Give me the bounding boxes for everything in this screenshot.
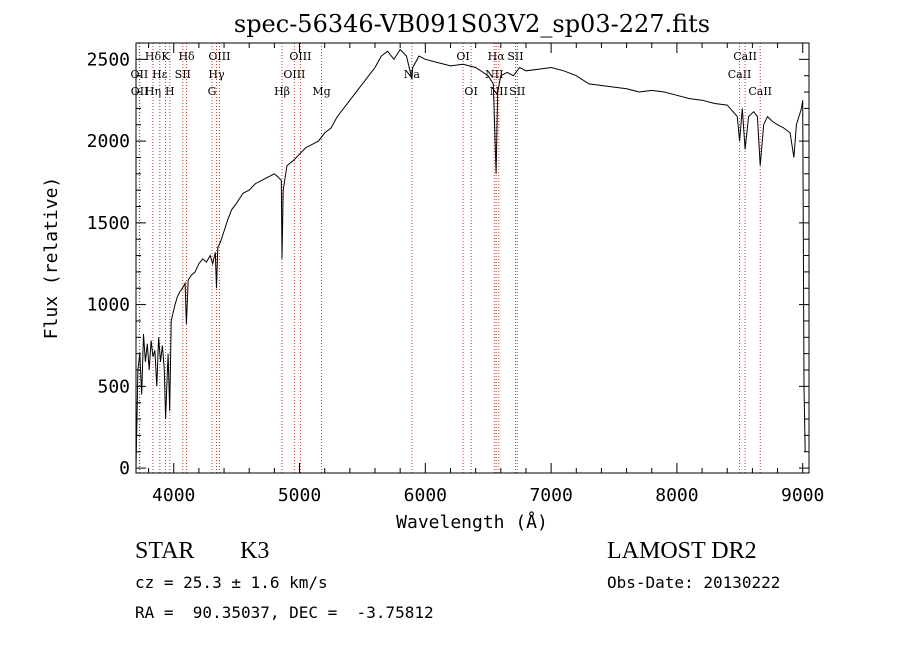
- line-label-6: H: [165, 85, 175, 98]
- y-tick-label: 500: [97, 376, 130, 397]
- x-tick-label: 9000: [781, 485, 824, 506]
- y-tick-label: 2000: [87, 131, 130, 152]
- line-label-13: OIII: [283, 68, 305, 81]
- obs-date: Obs-Date: 20130222: [607, 573, 781, 592]
- line-label-0: Hδ: [145, 50, 162, 63]
- line-label-1: OII: [131, 68, 149, 81]
- x-tick-label: 6000: [404, 485, 447, 506]
- y-tick-label: 0: [119, 458, 130, 479]
- line-label-20: NII: [485, 68, 503, 81]
- line-label-23: SII: [509, 85, 525, 98]
- y-axis: 0 500 1000 1500 2000 2500: [87, 49, 809, 479]
- line-label-19: Hα: [488, 50, 506, 63]
- line-label-7: SII: [175, 68, 191, 81]
- line-label-25: CaII: [733, 50, 757, 63]
- line-label-11: G: [208, 85, 217, 98]
- line-label-17: OI: [456, 50, 469, 63]
- line-label-15: Mg: [312, 85, 330, 98]
- line-label-12: Hβ: [274, 85, 290, 98]
- survey-name: LAMOST DR2: [607, 538, 757, 564]
- coordinates-text: RA = 90.35037, DEC = -3.75812: [135, 603, 434, 622]
- line-label-3: Hε: [152, 68, 168, 81]
- y-tick-label: 2500: [87, 49, 130, 70]
- x-tick-label: 5000: [278, 485, 321, 506]
- x-tick-label: 7000: [529, 485, 572, 506]
- line-label-5: K: [161, 50, 170, 63]
- object-class: STAR: [135, 538, 195, 564]
- chart-title: spec-56346-VB091S03V2_sp03-227.fits: [234, 10, 710, 38]
- object-subclass: K3: [240, 538, 270, 564]
- line-label-26: CaII: [748, 85, 772, 98]
- y-axis-label: Flux (relative): [41, 177, 62, 340]
- line-label-24: CaII: [728, 68, 752, 81]
- plot-frame: [135, 42, 810, 474]
- line-label-18: OI: [464, 85, 477, 98]
- line-label-14: OIII: [289, 50, 311, 63]
- line-label-8: Hδ: [178, 50, 195, 63]
- line-label-2: OII: [131, 85, 149, 98]
- x-tick-label: 4000: [152, 485, 195, 506]
- x-axis: 4000 5000 6000 7000 8000 9000: [148, 43, 824, 506]
- x-tick-label: 8000: [655, 485, 698, 506]
- line-label-21: NII: [490, 85, 508, 98]
- y-tick-label: 1500: [87, 213, 130, 234]
- spectrum-line: [135, 48, 806, 469]
- redshift-text: cz = 25.3 ± 1.6 km/s: [135, 573, 328, 592]
- line-label-10: Hγ: [208, 68, 225, 81]
- y-tick-label: 1000: [87, 295, 130, 316]
- x-axis-label: Wavelength (Å): [396, 511, 548, 533]
- line-label-4: Hη: [145, 85, 161, 98]
- line-label-9: OIII: [208, 50, 230, 63]
- line-label-22: SII: [507, 50, 523, 63]
